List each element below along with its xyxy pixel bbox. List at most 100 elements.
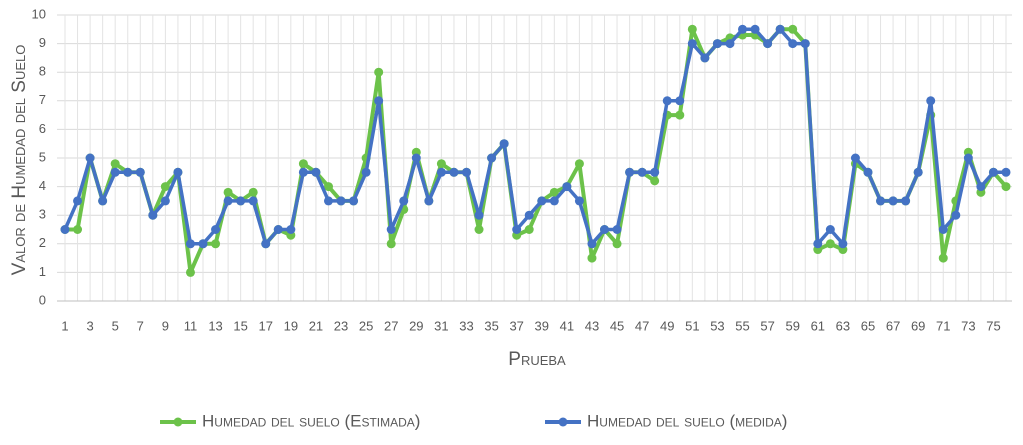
x-tick-label: 7 — [137, 318, 144, 333]
x-tick-label: 67 — [886, 318, 900, 333]
data-point — [185, 239, 195, 249]
data-point — [474, 210, 484, 220]
data-point — [298, 167, 308, 177]
data-point — [951, 210, 961, 220]
x-tick-label: 33 — [459, 318, 473, 333]
x-tick-label: 49 — [660, 318, 674, 333]
data-point — [587, 239, 597, 249]
x-tick-label: 15 — [233, 318, 247, 333]
data-point — [374, 67, 384, 77]
data-point — [926, 96, 936, 106]
data-point — [524, 225, 534, 234]
data-point — [361, 167, 371, 177]
data-point — [549, 196, 559, 206]
data-point — [110, 159, 120, 169]
data-point — [248, 196, 258, 206]
y-tick-label: 1 — [39, 264, 46, 279]
data-point — [876, 196, 886, 206]
y-tick-label: 8 — [39, 64, 46, 79]
data-point — [838, 239, 848, 249]
data-point — [788, 24, 798, 34]
data-point — [1001, 167, 1011, 177]
x-tick-label: 63 — [836, 318, 850, 333]
x-tick-label: 17 — [259, 318, 273, 333]
x-tick-label: 57 — [760, 318, 774, 333]
data-point — [261, 239, 271, 249]
legend-marker — [173, 417, 183, 427]
x-tick-label: 39 — [535, 318, 549, 333]
data-point — [399, 196, 409, 206]
data-point — [788, 39, 798, 49]
data-point — [211, 225, 221, 234]
x-tick-label: 43 — [585, 318, 599, 333]
data-point — [976, 182, 986, 192]
x-tick-label: 3 — [86, 318, 93, 333]
data-point — [311, 167, 321, 177]
x-tick-label: 31 — [434, 318, 448, 333]
data-point — [474, 225, 484, 234]
data-point — [73, 196, 83, 206]
y-tick-label: 9 — [39, 35, 46, 50]
data-point — [562, 182, 572, 192]
data-point — [173, 167, 183, 177]
data-point — [499, 139, 509, 149]
y-axis-title: Valor de Humedad del Suelo — [9, 45, 30, 276]
data-point — [374, 96, 384, 106]
x-tick-label: 41 — [560, 318, 574, 333]
data-point — [223, 196, 233, 206]
data-point — [687, 39, 697, 49]
data-point — [612, 239, 622, 249]
x-tick-label: 69 — [911, 318, 925, 333]
x-tick-label: 29 — [409, 318, 423, 333]
data-point — [123, 167, 133, 177]
x-tick-label: 27 — [384, 318, 398, 333]
data-point — [850, 153, 860, 163]
x-tick-label: 47 — [635, 318, 649, 333]
data-point — [135, 167, 145, 177]
data-point — [1001, 182, 1011, 192]
data-point — [436, 159, 446, 169]
data-point — [825, 225, 835, 234]
data-point — [725, 39, 735, 49]
y-tick-label: 10 — [32, 6, 46, 21]
y-tick-label: 4 — [39, 178, 46, 193]
data-point — [424, 196, 434, 206]
data-point — [888, 196, 898, 206]
data-point — [901, 196, 911, 206]
x-tick-label: 11 — [184, 318, 198, 333]
data-point — [750, 24, 760, 34]
data-point — [675, 96, 685, 106]
data-point — [98, 196, 108, 206]
data-point — [110, 167, 120, 177]
x-tick-label: 25 — [359, 318, 373, 333]
x-tick-label: 45 — [610, 318, 624, 333]
data-point — [461, 167, 471, 177]
data-point — [662, 96, 672, 106]
data-point — [650, 167, 660, 177]
data-point — [625, 167, 635, 177]
data-point — [963, 153, 973, 163]
data-point — [700, 53, 710, 63]
data-point — [273, 225, 283, 234]
data-point — [637, 167, 647, 177]
data-point — [73, 225, 83, 234]
data-point — [549, 187, 559, 197]
series-line — [65, 27, 1008, 275]
x-tick-label: 53 — [710, 318, 724, 333]
data-point — [813, 239, 823, 249]
data-point — [687, 24, 697, 34]
data-point — [185, 267, 195, 277]
x-axis-title: Prueba — [508, 349, 566, 370]
data-point — [411, 153, 421, 163]
data-point — [386, 225, 396, 234]
y-tick-label: 3 — [39, 207, 46, 222]
data-point — [512, 225, 522, 234]
data-point — [223, 187, 233, 197]
data-point — [938, 253, 948, 263]
y-tick-label: 0 — [39, 292, 46, 307]
data-point — [211, 239, 221, 249]
data-point — [600, 225, 610, 234]
data-point — [323, 182, 333, 192]
data-point — [449, 167, 459, 177]
x-tick-label: 75 — [986, 318, 1000, 333]
